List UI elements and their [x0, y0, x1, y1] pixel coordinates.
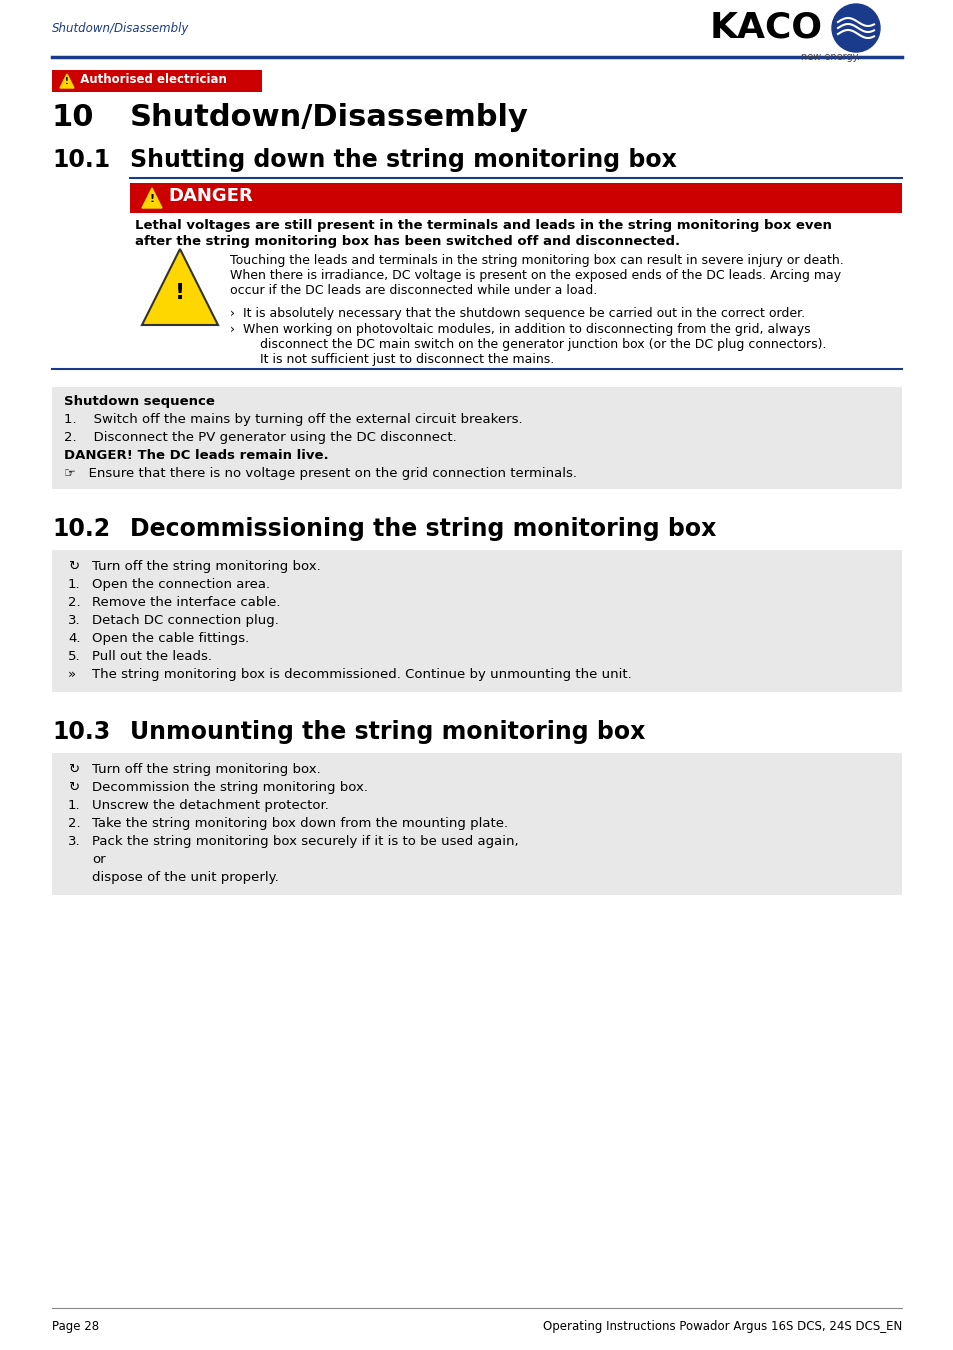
Text: When there is irradiance, DC voltage is present on the exposed ends of the DC le: When there is irradiance, DC voltage is … — [230, 269, 841, 282]
FancyBboxPatch shape — [52, 387, 901, 489]
Text: Lethal voltages are still present in the terminals and leads in the string monit: Lethal voltages are still present in the… — [135, 219, 831, 232]
Text: Unmounting the string monitoring box: Unmounting the string monitoring box — [130, 720, 644, 744]
Text: Pull out the leads.: Pull out the leads. — [91, 649, 212, 663]
Text: Unscrew the detachment protector.: Unscrew the detachment protector. — [91, 799, 329, 811]
Text: Shutting down the string monitoring box: Shutting down the string monitoring box — [130, 148, 677, 171]
Text: 5.: 5. — [68, 649, 81, 663]
FancyBboxPatch shape — [130, 184, 901, 213]
Text: 3.: 3. — [68, 836, 81, 848]
Text: It is not sufficient just to disconnect the mains.: It is not sufficient just to disconnect … — [244, 352, 554, 366]
Polygon shape — [142, 248, 218, 325]
Text: 4.: 4. — [68, 632, 80, 645]
Text: ›  It is absolutely necessary that the shutdown sequence be carried out in the c: › It is absolutely necessary that the sh… — [230, 306, 804, 320]
Text: 3.: 3. — [68, 614, 81, 626]
Text: ↻: ↻ — [68, 560, 79, 572]
Text: Touching the leads and terminals in the string monitoring box can result in seve: Touching the leads and terminals in the … — [230, 254, 842, 267]
Text: 2.: 2. — [68, 595, 81, 609]
Text: Shutdown/Disassembly: Shutdown/Disassembly — [52, 22, 190, 35]
Text: 1.: 1. — [68, 799, 81, 811]
FancyBboxPatch shape — [52, 549, 901, 693]
Text: Page 28: Page 28 — [52, 1320, 99, 1332]
Text: Shutdown/Disassembly: Shutdown/Disassembly — [130, 103, 528, 132]
Text: The string monitoring box is decommissioned. Continue by unmounting the unit.: The string monitoring box is decommissio… — [91, 668, 631, 680]
Text: DANGER! The DC leads remain live.: DANGER! The DC leads remain live. — [64, 450, 328, 462]
Text: after the string monitoring box has been switched off and disconnected.: after the string monitoring box has been… — [135, 235, 679, 248]
Text: disconnect the DC main switch on the generator junction box (or the DC plug conn: disconnect the DC main switch on the gen… — [244, 338, 825, 351]
Polygon shape — [60, 74, 74, 88]
Text: 10.3: 10.3 — [52, 720, 111, 744]
Text: ☞   Ensure that there is no voltage present on the grid connection terminals.: ☞ Ensure that there is no voltage presen… — [64, 467, 577, 481]
Text: KACO: KACO — [709, 9, 822, 45]
Text: 10.2: 10.2 — [52, 517, 110, 541]
Text: Remove the interface cable.: Remove the interface cable. — [91, 595, 280, 609]
Text: !: ! — [174, 284, 185, 302]
Text: Turn off the string monitoring box.: Turn off the string monitoring box. — [91, 763, 320, 776]
Text: 10: 10 — [52, 103, 94, 132]
Text: Take the string monitoring box down from the mounting plate.: Take the string monitoring box down from… — [91, 817, 508, 830]
Text: Open the connection area.: Open the connection area. — [91, 578, 270, 591]
Text: occur if the DC leads are disconnected while under a load.: occur if the DC leads are disconnected w… — [230, 284, 597, 297]
Circle shape — [831, 4, 879, 53]
Text: Operating Instructions Powador Argus 16S DCS, 24S DCS_EN: Operating Instructions Powador Argus 16S… — [542, 1320, 901, 1332]
Text: Decommissioning the string monitoring box: Decommissioning the string monitoring bo… — [130, 517, 716, 541]
Text: !: ! — [150, 194, 154, 204]
Text: Pack the string monitoring box securely if it is to be used again,: Pack the string monitoring box securely … — [91, 836, 518, 848]
Text: !: ! — [65, 77, 69, 86]
Polygon shape — [142, 188, 162, 208]
Text: 2.: 2. — [68, 817, 81, 830]
Text: DANGER: DANGER — [168, 188, 253, 205]
Text: Authorised electrician: Authorised electrician — [71, 73, 227, 86]
Text: Decommission the string monitoring box.: Decommission the string monitoring box. — [91, 782, 368, 794]
Text: 10.1: 10.1 — [52, 148, 110, 171]
Text: ↻: ↻ — [68, 763, 79, 776]
Text: 2.    Disconnect the PV generator using the DC disconnect.: 2. Disconnect the PV generator using the… — [64, 431, 456, 444]
Text: or: or — [91, 853, 106, 865]
Text: Detach DC connection plug.: Detach DC connection plug. — [91, 614, 278, 626]
Text: Shutdown sequence: Shutdown sequence — [64, 396, 214, 408]
Text: ↻: ↻ — [68, 782, 79, 794]
Text: dispose of the unit properly.: dispose of the unit properly. — [91, 871, 278, 884]
Text: 1.    Switch off the mains by turning off the external circuit breakers.: 1. Switch off the mains by turning off t… — [64, 413, 522, 427]
Text: ›  When working on photovoltaic modules, in addition to disconnecting from the g: › When working on photovoltaic modules, … — [230, 323, 810, 336]
FancyBboxPatch shape — [52, 753, 901, 895]
Text: 1.: 1. — [68, 578, 81, 591]
FancyBboxPatch shape — [52, 70, 262, 92]
Text: Open the cable fittings.: Open the cable fittings. — [91, 632, 249, 645]
Text: new energy.: new energy. — [801, 53, 859, 62]
Text: Turn off the string monitoring box.: Turn off the string monitoring box. — [91, 560, 320, 572]
Text: »: » — [68, 668, 76, 680]
